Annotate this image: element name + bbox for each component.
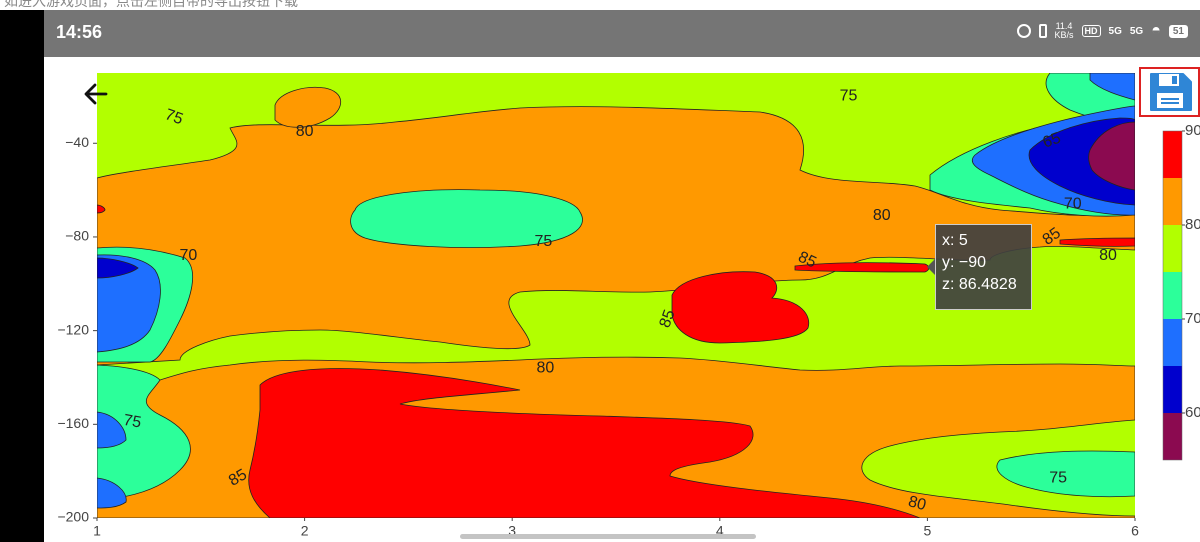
contour-region-85-90: [1059, 237, 1135, 247]
contour-region-65-70: [97, 254, 161, 353]
colorbar: 90 80 70 60: [1162, 122, 1200, 461]
contour-region-70-75: [996, 450, 1135, 498]
colorbar-segment: [1163, 413, 1182, 460]
signal-1-icon: 5G: [1108, 25, 1122, 37]
contour-label: 85: [795, 249, 818, 272]
signal-2-icon: 5G: [1129, 25, 1144, 37]
contour-region-65-70: [1089, 73, 1135, 101]
x-tick-label: 2: [301, 523, 309, 539]
colorbar-segment: [1163, 272, 1182, 319]
x-tick-label: 5: [924, 523, 932, 539]
contour-label: 75: [1049, 469, 1067, 486]
data-tooltip: x: 5 y: −90 z: 86.4828: [935, 224, 1032, 310]
colorbar-tick-label: 70: [1185, 310, 1200, 327]
net-speed-value: 11.4: [1055, 21, 1073, 31]
net-speed-unit: KB/s: [1054, 30, 1074, 40]
contour-label: 85: [226, 466, 250, 490]
contour-region-60-65: [97, 257, 139, 279]
colorbar-segment: [1163, 319, 1182, 366]
contour-region-65-70: [97, 411, 127, 449]
left-black-bar: [0, 10, 44, 542]
wifi-icon: ◓: [1151, 22, 1161, 39]
y-tick-label: −200: [57, 509, 89, 525]
y-tick-label: −40: [65, 134, 89, 150]
battery-icon: 51: [1168, 24, 1188, 38]
contour-region-80-85: [97, 106, 1135, 366]
colorbar-tick-label: 80: [1185, 216, 1200, 233]
contour-region-85-90: [97, 204, 106, 214]
tooltip-x: x: 5: [942, 232, 968, 249]
contour-region-70-75: [350, 189, 583, 248]
y-tick-label: −120: [57, 321, 89, 337]
back-button[interactable]: [78, 76, 114, 112]
home-indicator[interactable]: [460, 534, 756, 539]
contour-region-65-70: [97, 477, 127, 509]
status-icons: 11.4 KB/s HD 5G 5G ◓ 51: [1016, 22, 1188, 40]
caption-text: 如进入游戏页面，点击左侧自带的导出按钮下载: [4, 0, 298, 9]
colorbar-segment: [1163, 225, 1182, 272]
contour-region-80-85: [274, 86, 342, 128]
contour-region-85-90: [671, 271, 810, 344]
contour-label: 85: [657, 307, 679, 330]
y-tick-label: −160: [57, 415, 89, 431]
contour-label: 80: [906, 493, 928, 514]
contour-label: 75: [534, 233, 552, 250]
colorbar-tick-label: 60: [1185, 404, 1200, 421]
contour-label: 80: [1099, 247, 1117, 264]
x-tick-label: 4: [716, 523, 724, 539]
colorbar-tick-label: 90: [1185, 122, 1200, 139]
contour-region-70-75: [97, 364, 191, 501]
contour-label: 65: [1041, 130, 1064, 152]
contour-label: 75: [163, 106, 186, 128]
hd-icon: HD: [1081, 25, 1101, 37]
caption-strip: 如进入游戏页面，点击左侧自带的导出按钮下载: [0, 0, 1200, 10]
x-tick-label: 3: [508, 523, 516, 539]
network-speed: 11.4 KB/s: [1055, 22, 1074, 40]
colorbar-segment: [1163, 131, 1182, 178]
contour-label: 70: [1064, 195, 1082, 212]
contour-label: 80: [873, 207, 891, 224]
tooltip-z: z: 86.4828: [942, 276, 1017, 293]
alarm-icon: [1016, 24, 1031, 38]
contour-region-85-90: [248, 368, 921, 518]
colorbar-segment: [1163, 366, 1182, 413]
arrow-left-icon: [84, 83, 108, 105]
contour-label: 80: [537, 359, 555, 376]
x-tick-label: 1: [93, 523, 101, 539]
colorbar-segment: [1163, 178, 1182, 225]
vibrate-icon: [1038, 24, 1047, 38]
floppy-disk-icon: [1149, 73, 1192, 111]
contour-label: 70: [179, 247, 197, 264]
status-time: 14:56: [56, 22, 103, 42]
contour-label: 75: [122, 412, 143, 432]
colorbar-frame: [1162, 130, 1183, 461]
y-axis: −40 −80 −120 −160 −200: [57, 134, 97, 525]
y-tick-label: −80: [65, 228, 89, 244]
contour-region-55-60: [1088, 121, 1135, 191]
x-tick-label: 6: [1131, 523, 1139, 539]
tooltip-y: y: −90: [942, 254, 987, 271]
save-button[interactable]: [1139, 67, 1200, 117]
contour-label: 75: [840, 88, 858, 105]
x-axis: 1 2 3 4 5 6: [93, 518, 1139, 539]
tooltip-arrow: [927, 259, 935, 275]
status-bar: 14:56 11.4 KB/s HD 5G 5G ◓ 51: [44, 10, 1200, 57]
contour-label: 80: [296, 123, 314, 140]
